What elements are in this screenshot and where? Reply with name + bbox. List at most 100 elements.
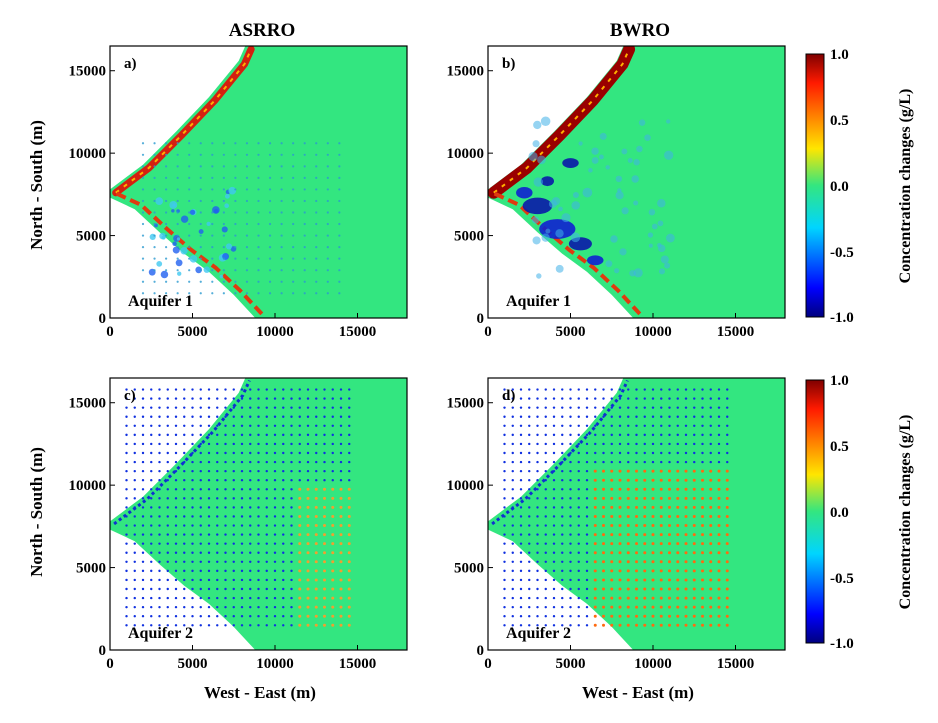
well-d xyxy=(569,596,572,600)
well-a xyxy=(326,222,329,226)
well-a xyxy=(165,280,168,283)
well-d xyxy=(709,451,712,455)
well-c xyxy=(150,388,153,391)
well-d xyxy=(569,479,572,482)
well-c xyxy=(141,469,145,473)
decrease-spot-b xyxy=(619,248,627,256)
well-c xyxy=(183,442,186,446)
well-c xyxy=(339,388,343,391)
colorbar-top-tick-1: 1.0 xyxy=(830,47,849,63)
well-c xyxy=(199,479,202,482)
well-d xyxy=(585,578,589,582)
well-d xyxy=(519,615,523,618)
well-a xyxy=(338,176,341,179)
well-c xyxy=(249,624,252,627)
well-d xyxy=(651,451,655,455)
well-d xyxy=(709,587,713,591)
well-d xyxy=(552,460,556,464)
well-c xyxy=(191,479,194,482)
well-c xyxy=(232,615,235,618)
well-c xyxy=(314,605,318,609)
well-c xyxy=(141,615,145,618)
well-c xyxy=(183,406,186,409)
well-d xyxy=(511,533,514,536)
well-d xyxy=(511,542,514,545)
well-d xyxy=(668,442,671,446)
well-a xyxy=(176,269,179,272)
well-a xyxy=(338,199,341,203)
well-c xyxy=(166,551,169,554)
well-d xyxy=(726,460,729,464)
well-d xyxy=(511,388,514,391)
well-d xyxy=(693,406,696,409)
well-c xyxy=(174,569,178,573)
well-c xyxy=(314,551,318,555)
well-c xyxy=(306,542,310,546)
well-c xyxy=(249,533,252,536)
well-c xyxy=(257,533,260,536)
well-c xyxy=(298,614,302,618)
well-c xyxy=(207,578,211,582)
well-c xyxy=(249,469,252,473)
well-a xyxy=(141,211,145,214)
well-d xyxy=(569,542,572,545)
well-c xyxy=(265,406,268,409)
well-d xyxy=(676,433,679,437)
well-d xyxy=(577,542,580,545)
well-d xyxy=(684,578,688,582)
heatmap-b xyxy=(488,46,785,318)
well-c xyxy=(199,469,202,473)
well-a xyxy=(280,269,283,272)
well-a xyxy=(315,234,318,237)
well-d xyxy=(593,542,597,546)
well-c xyxy=(339,460,343,464)
well-c xyxy=(306,442,310,446)
well-d xyxy=(635,542,638,546)
well-c xyxy=(290,615,293,618)
well-a xyxy=(188,234,191,237)
sea-region-north-a xyxy=(110,46,246,190)
decrease-spot-a xyxy=(180,247,188,255)
well-c xyxy=(158,587,161,591)
decrease-spot-a xyxy=(172,241,177,247)
decrease-spot-b xyxy=(629,269,636,277)
well-d xyxy=(552,615,556,618)
well-d xyxy=(709,533,713,537)
well-c xyxy=(306,496,310,500)
well-a xyxy=(211,280,214,283)
well-c xyxy=(298,596,302,600)
well-c xyxy=(125,415,128,418)
well-d xyxy=(594,433,597,437)
well-a xyxy=(222,269,225,272)
decrease-spot-b xyxy=(588,168,593,173)
well-c xyxy=(240,569,244,573)
well-c xyxy=(315,442,318,446)
well-d xyxy=(561,479,564,482)
well-d xyxy=(651,496,655,500)
well-d xyxy=(668,587,671,591)
well-d xyxy=(528,397,531,400)
well-d xyxy=(676,578,680,582)
well-c xyxy=(282,560,285,564)
well-a xyxy=(292,292,295,295)
well-c xyxy=(158,569,161,573)
well-d xyxy=(725,623,729,627)
well-c xyxy=(249,596,252,600)
well-c xyxy=(191,388,194,391)
well-c xyxy=(183,560,186,564)
well-d xyxy=(626,560,630,564)
well-c xyxy=(257,515,260,518)
well-c xyxy=(240,488,244,491)
well-c xyxy=(339,406,343,409)
decrease-spot-b xyxy=(627,158,633,164)
well-d xyxy=(717,524,721,528)
well-d xyxy=(503,624,506,627)
well-d xyxy=(643,487,647,491)
well-c xyxy=(331,596,335,600)
well-d xyxy=(643,533,647,537)
well-c xyxy=(199,442,202,446)
well-a xyxy=(176,234,179,237)
well-d xyxy=(511,479,514,482)
well-c xyxy=(339,533,343,537)
well-c xyxy=(166,451,169,455)
